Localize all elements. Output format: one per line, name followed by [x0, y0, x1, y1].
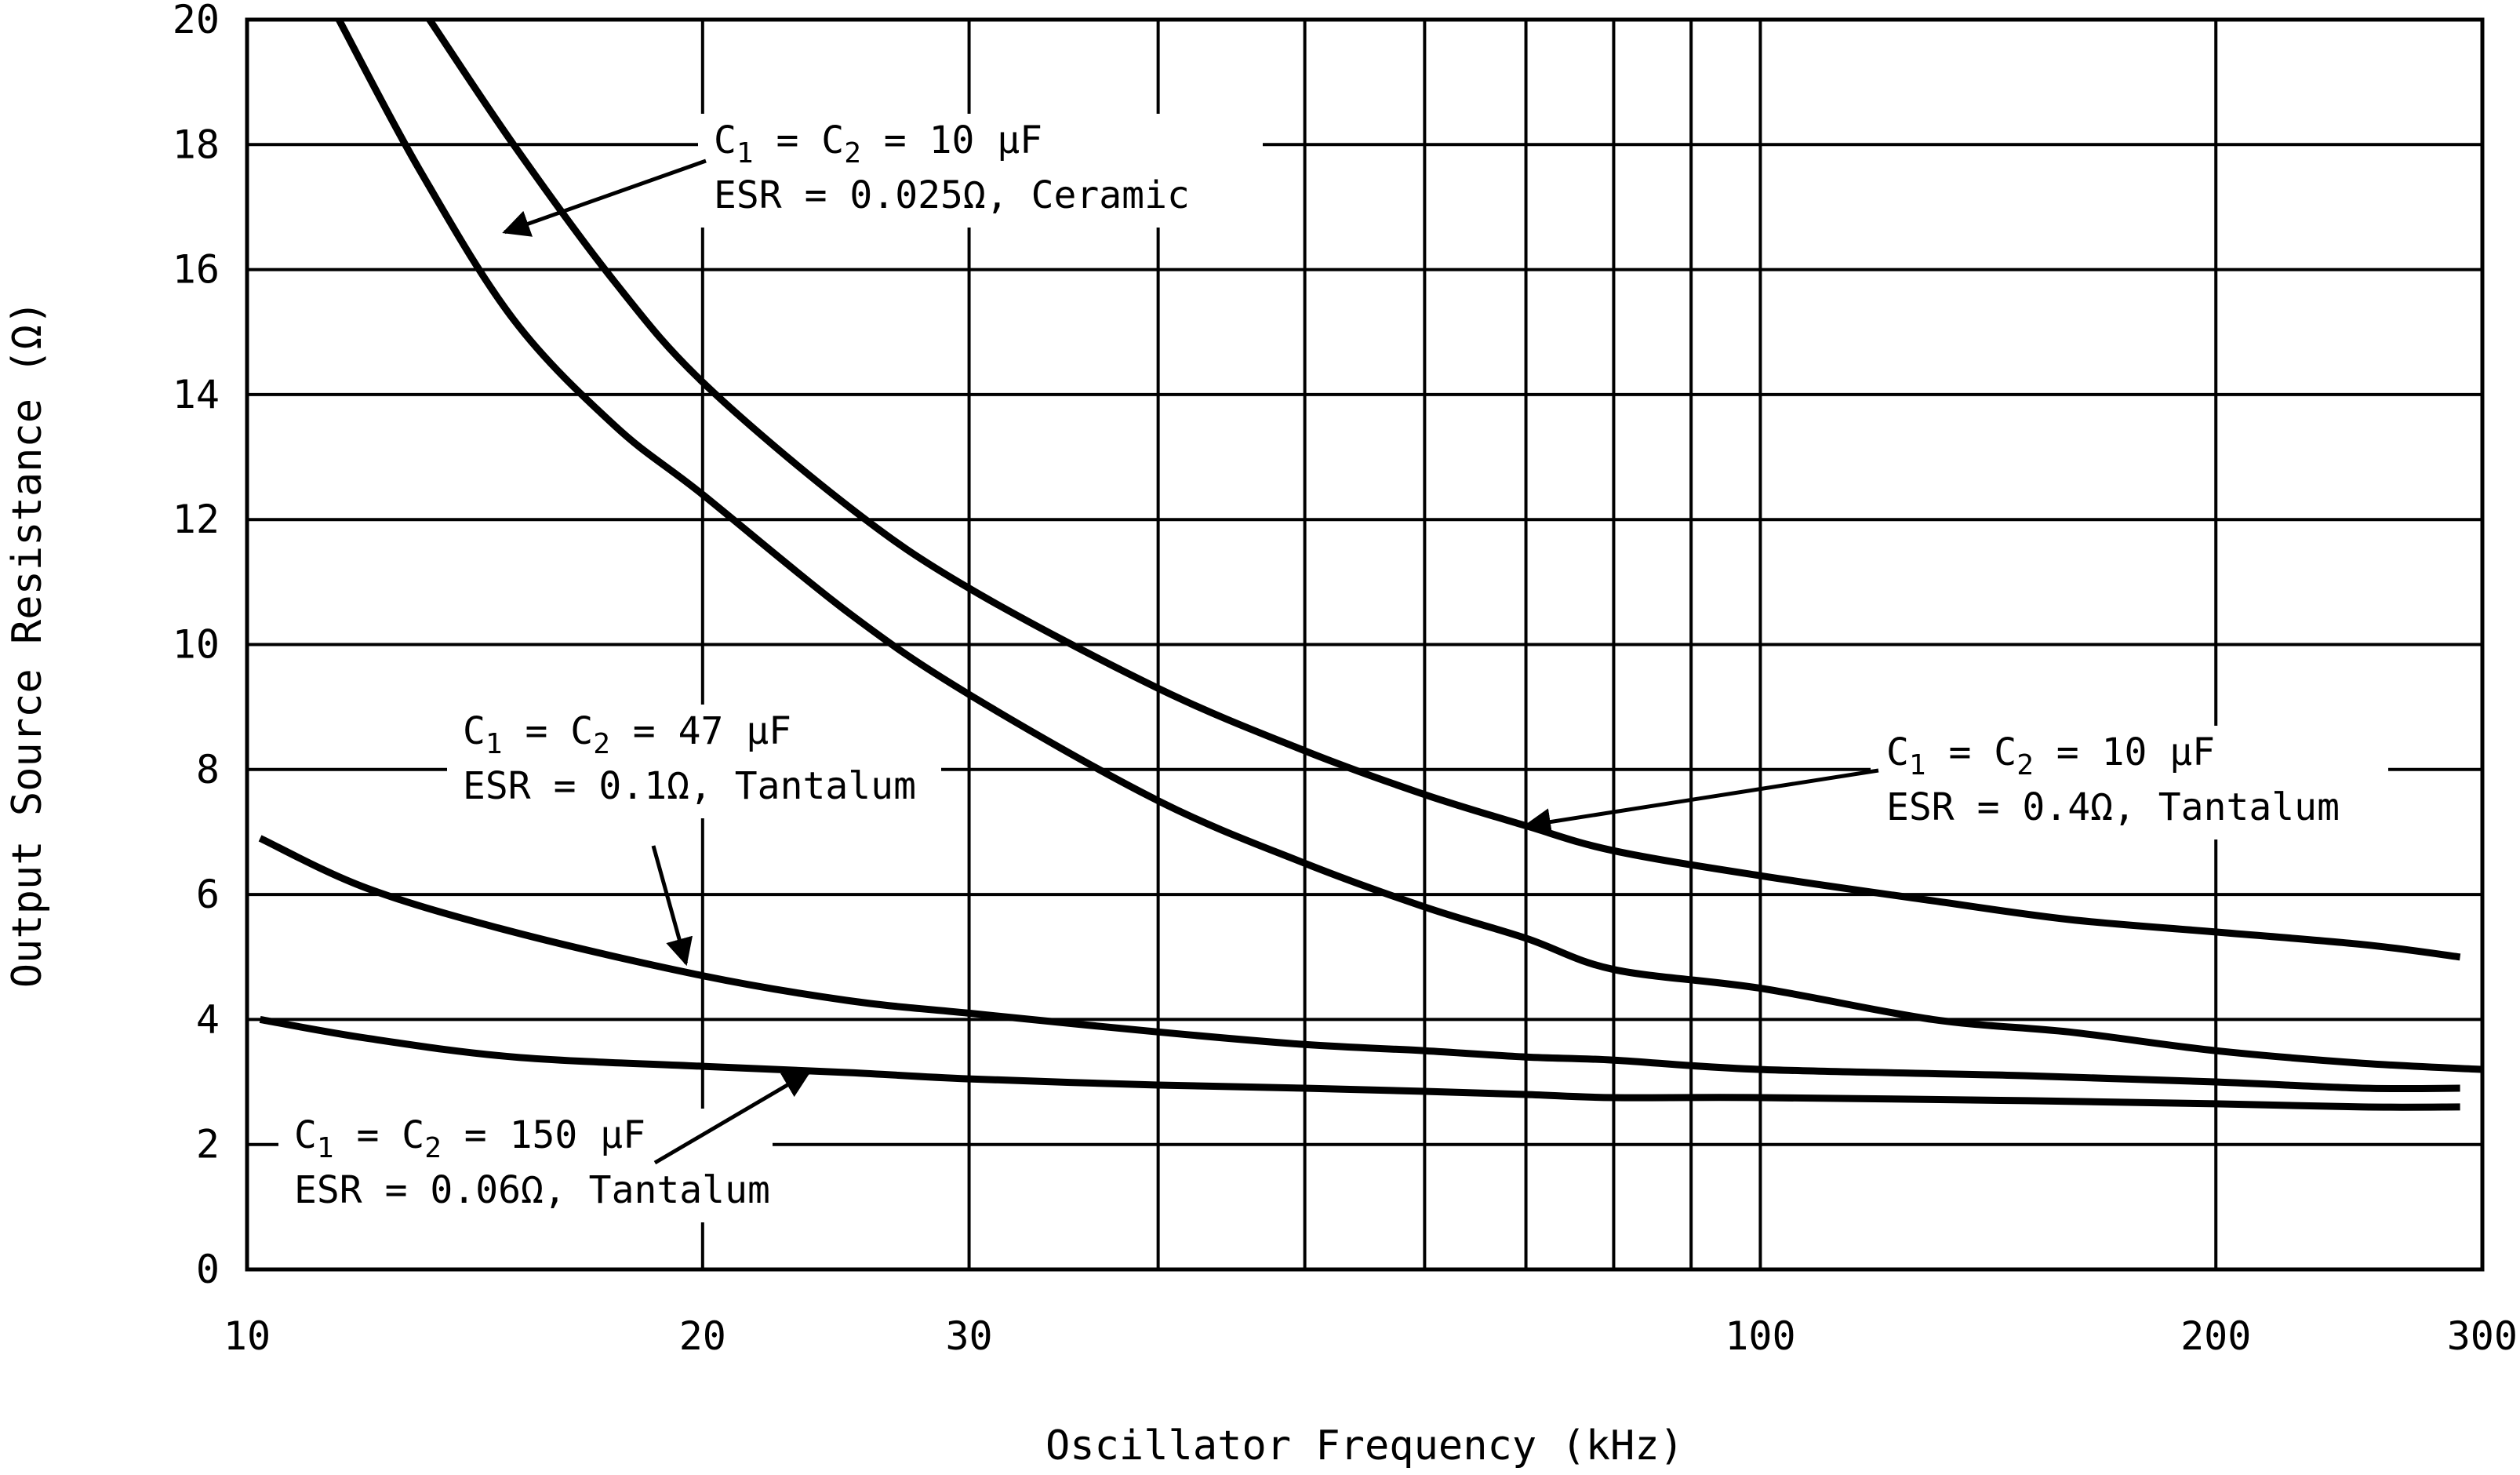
annotation-esr-2: ESR = 0.4Ω, Tantalum — [1886, 785, 2340, 829]
y-tick-label: 10 — [173, 622, 220, 668]
y-tick-label: 4 — [196, 996, 220, 1042]
y-tick-label: 16 — [173, 247, 220, 293]
annotation-arrow-2 — [1523, 768, 1879, 836]
annotation-capacitance-4: C1 = C2 = 150 µF — [294, 1113, 645, 1164]
annotation-arrow-3 — [651, 845, 693, 967]
x-tick-label: 100 — [1725, 1313, 1795, 1359]
y-tick-label: 8 — [196, 747, 220, 792]
series-line-3 — [258, 835, 2460, 1093]
series-line-2 — [426, 17, 2461, 961]
y-tick-label: 20 — [173, 0, 220, 42]
y-tick-label: 2 — [196, 1122, 220, 1167]
annotation-box-4 — [278, 1109, 773, 1222]
annotation-box-3 — [447, 705, 941, 818]
annotation-capacitance-3: C1 = C2 = 47 µF — [463, 709, 791, 760]
annotation-esr-3: ESR = 0.1Ω, Tantalum — [463, 764, 916, 808]
x-tick-label: 30 — [945, 1313, 992, 1359]
y-tick-labels: 0 2 4 6 8 10 12 14 16 18 20 — [173, 0, 220, 1292]
y-tick-label: 0 — [196, 1247, 220, 1292]
annotation-esr-4: ESR = 0.06Ω, Tantalum — [294, 1168, 770, 1212]
x-tick-label: 300 — [2447, 1313, 2518, 1359]
annotation-arrow-4 — [653, 1070, 811, 1165]
annotation-arrow-1 — [502, 158, 707, 237]
x-tick-label: 200 — [2180, 1313, 2251, 1359]
x-tick-labels: 10 20 30 100 200 300 — [224, 1313, 2518, 1359]
annotation-capacitance-2: C1 = C2 = 10 µF — [1886, 730, 2215, 781]
annotation-capacitance-1: C1 = C2 = 10 µF — [714, 118, 1042, 169]
y-tick-label: 6 — [196, 872, 220, 917]
series-line-1 — [336, 17, 2483, 1073]
annotation-esr-1: ESR = 0.025Ω, Ceramic — [714, 173, 1190, 217]
x-tick-label: 20 — [679, 1313, 726, 1359]
x-tick-label: 10 — [224, 1313, 271, 1359]
y-axis-label: Output Source Resistance (Ω) — [4, 300, 51, 989]
y-gridlines — [247, 143, 2482, 1146]
y-tick-label: 18 — [173, 122, 220, 167]
series-line-4 — [259, 1015, 2460, 1111]
plot-area-frame — [245, 17, 2485, 1272]
y-tick-label: 12 — [173, 497, 220, 542]
series-lines — [258, 17, 2483, 1111]
y-tick-label: 14 — [173, 372, 220, 417]
annotation-box-2 — [1871, 726, 2388, 839]
x-axis-label: Oscillator Frequency (kHz) — [1045, 1422, 1684, 1470]
annotation-box-1 — [698, 114, 1263, 228]
x-gridlines — [700, 20, 2218, 1269]
